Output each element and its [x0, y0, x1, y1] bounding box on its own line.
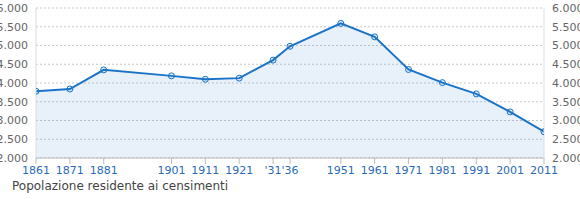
svg-text:2.000: 2.000 — [552, 152, 572, 165]
svg-text:4.000: 4.000 — [552, 77, 572, 90]
svg-text:'31: '31 — [265, 164, 282, 177]
svg-text:2.500: 2.500 — [8, 133, 28, 146]
svg-text:'36: '36 — [281, 164, 298, 177]
svg-text:1961: 1961 — [361, 164, 389, 177]
svg-text:4.500: 4.500 — [552, 58, 572, 71]
svg-text:2.000: 2.000 — [8, 152, 28, 165]
svg-text:5.500: 5.500 — [552, 21, 572, 34]
svg-text:5.500: 5.500 — [8, 21, 28, 34]
svg-text:1981: 1981 — [428, 164, 456, 177]
svg-text:2001: 2001 — [496, 164, 524, 177]
svg-text:3.000: 3.000 — [8, 114, 28, 127]
html-text:Popolazione residente ai censi: Popolazione residente ai censimenti — [12, 179, 229, 193]
svg-text:6.000: 6.000 — [552, 2, 572, 15]
svg-text:1901: 1901 — [157, 164, 185, 177]
svg-text:6.000: 6.000 — [8, 2, 28, 15]
svg-text:1861: 1861 — [22, 164, 50, 177]
svg-text:2.500: 2.500 — [552, 133, 572, 146]
svg-text:4.000: 4.000 — [8, 77, 28, 90]
svg-text:1951: 1951 — [327, 164, 355, 177]
svg-text:4.500: 4.500 — [8, 58, 28, 71]
svg-text:5.000: 5.000 — [552, 39, 572, 52]
svg-text:1911: 1911 — [191, 164, 219, 177]
svg-text:3.000: 3.000 — [552, 114, 572, 127]
svg-text:1991: 1991 — [462, 164, 490, 177]
svg-text:2011: 2011 — [530, 164, 558, 177]
svg-text:3.500: 3.500 — [8, 96, 28, 109]
svg-text:1881: 1881 — [90, 164, 118, 177]
svg-text:1971: 1971 — [395, 164, 423, 177]
svg-text:3.500: 3.500 — [552, 96, 572, 109]
svg-text:5.000: 5.000 — [8, 39, 28, 52]
svg-text:1871: 1871 — [56, 164, 84, 177]
svg-text:1921: 1921 — [225, 164, 253, 177]
